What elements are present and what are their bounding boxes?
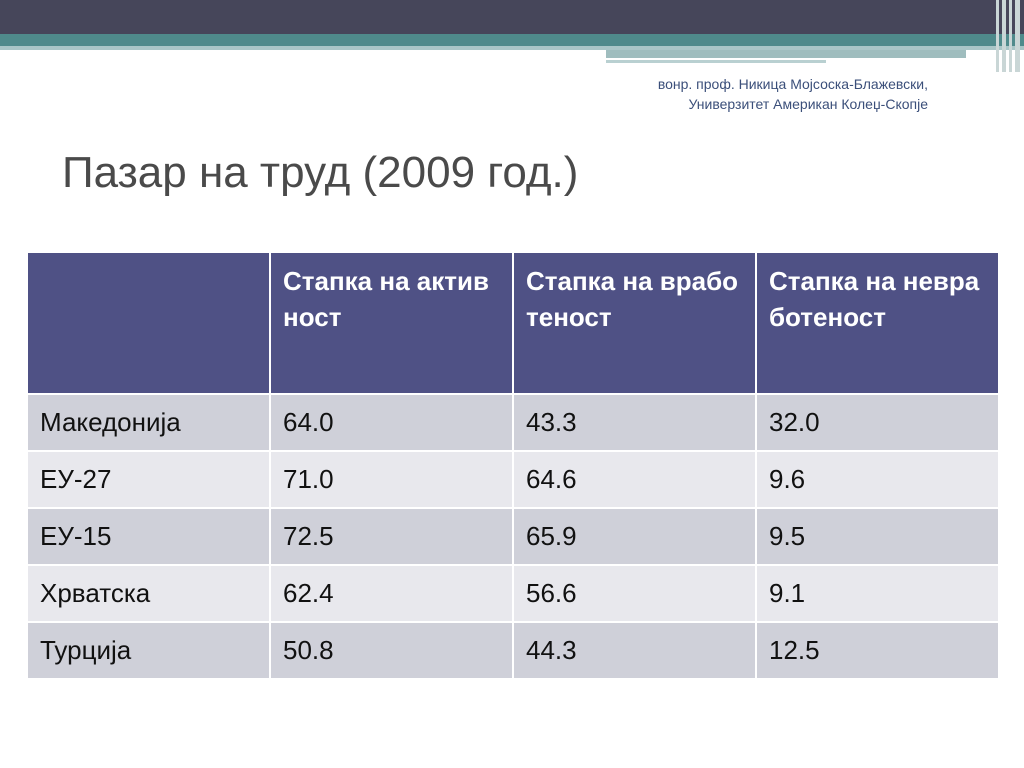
row-label: ЕУ-15 (26, 507, 271, 566)
table-row: ЕУ-15 72.5 65.9 9.5 (26, 507, 1000, 566)
header-cell-empty (26, 251, 271, 395)
table-cell: 64.6 (512, 450, 757, 509)
corner-decor-stripes (996, 0, 1024, 72)
row-label: Македонија (26, 393, 271, 452)
table-cell: 71.0 (269, 450, 514, 509)
accent-decor-line-thin (606, 60, 826, 63)
row-label: Хрватска (26, 564, 271, 623)
author-credit: вонр. проф. Никица Мојсоска-Блажевски, У… (508, 74, 928, 114)
table-cell: 65.9 (512, 507, 757, 566)
table-cell: 62.4 (269, 564, 514, 623)
table-cell: 9.5 (755, 507, 1000, 566)
table-cell: 64.0 (269, 393, 514, 452)
table-cell: 50.8 (269, 621, 514, 680)
table-cell: 9.1 (755, 564, 1000, 623)
table-cell: 9.6 (755, 450, 1000, 509)
slide-title: Пазар на труд (2009 год.) (62, 148, 579, 197)
author-line-2: Универзитет Американ Колеџ-Скопје (688, 96, 928, 112)
table-row: ЕУ-27 71.0 64.6 9.6 (26, 450, 1000, 509)
teal-decor-bar (0, 34, 1024, 46)
table-cell: 72.5 (269, 507, 514, 566)
header-cell-employment-rate: Стапка на вработеност (512, 251, 757, 395)
top-decor-bar (0, 0, 1024, 34)
table-row: Хрватска 62.4 56.6 9.1 (26, 564, 1000, 623)
labor-market-table: Стапка на активност Стапка на вработенос… (26, 251, 1000, 680)
table-cell: 12.5 (755, 621, 1000, 680)
table-cell: 44.3 (512, 621, 757, 680)
author-line-1: вонр. проф. Никица Мојсоска-Блажевски, (657, 76, 928, 92)
table-cell: 43.3 (512, 393, 757, 452)
row-label: Турција (26, 621, 271, 680)
table-cell: 56.6 (512, 564, 757, 623)
header-cell-activity-rate: Стапка на активност (269, 251, 514, 395)
accent-decor-line (606, 50, 966, 58)
table-row: Турција 50.8 44.3 12.5 (26, 621, 1000, 680)
light-decor-bar (0, 46, 1024, 50)
table-row: Македонија 64.0 43.3 32.0 (26, 393, 1000, 452)
table-cell: 32.0 (755, 393, 1000, 452)
header-cell-unemployment-rate: Стапка на невработеност (755, 251, 1000, 395)
row-label: ЕУ-27 (26, 450, 271, 509)
table-header-row: Стапка на активност Стапка на вработенос… (26, 251, 1000, 395)
